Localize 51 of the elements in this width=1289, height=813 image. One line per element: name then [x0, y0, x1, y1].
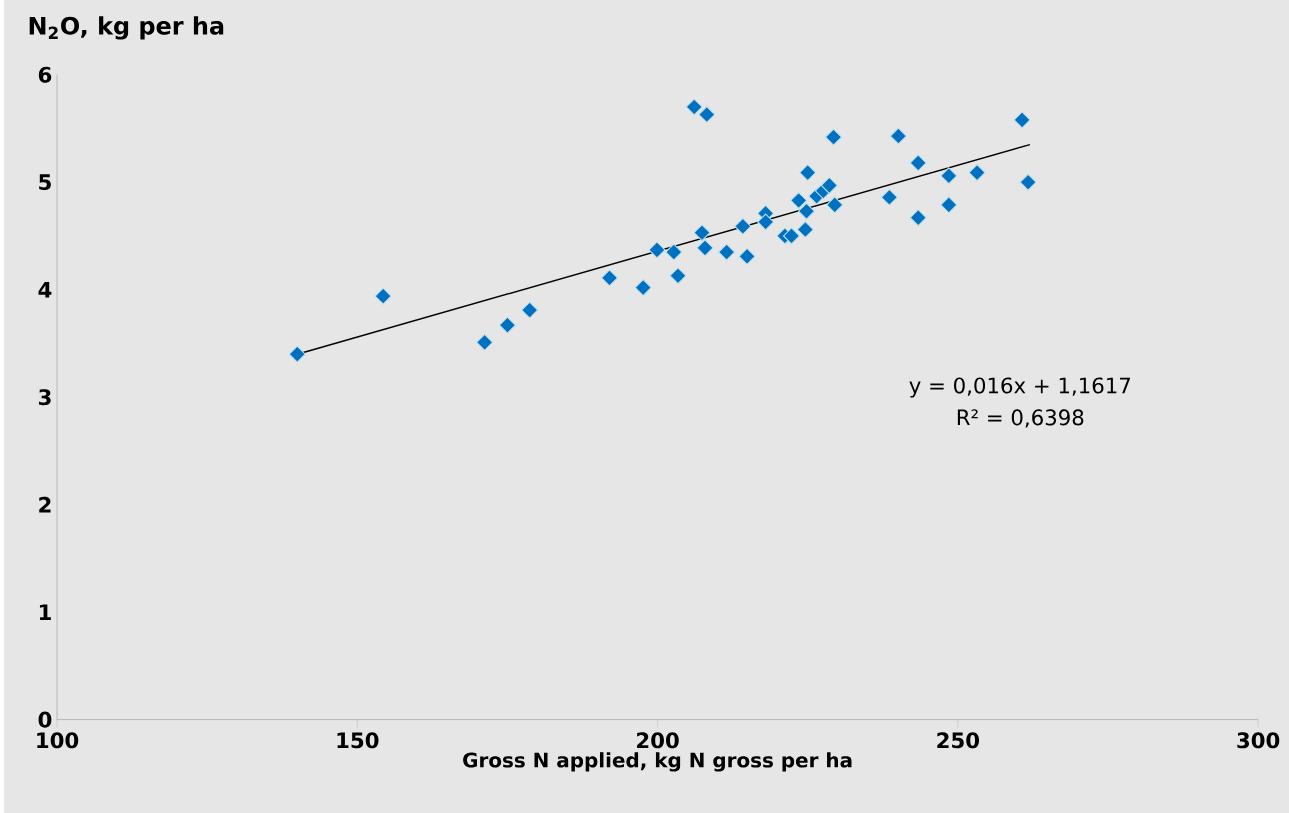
point [940, 167, 958, 185]
point [498, 316, 516, 334]
point [738, 247, 756, 265]
point [820, 176, 838, 194]
y-tick-label: 6 [38, 66, 52, 83]
point [909, 154, 927, 172]
point [476, 333, 494, 351]
x-tick-label: 150 [337, 732, 379, 749]
point [889, 127, 907, 145]
point [799, 163, 817, 181]
point [648, 241, 666, 259]
y-tick-label: 5 [39, 174, 51, 190]
point [825, 128, 843, 146]
annotation: y = 0,016x + 1,1617 [909, 377, 1131, 398]
x-axis-title: Gross N applied, kg N gross per ha [463, 752, 852, 772]
annotation: R² = 0,6398 [957, 409, 1084, 428]
point [665, 243, 683, 261]
point [782, 227, 800, 245]
point [880, 188, 898, 206]
point [1019, 173, 1037, 191]
point [940, 196, 958, 214]
y-tick-label: 2 [39, 496, 51, 513]
y-tick-label: 0 [38, 711, 52, 728]
point [601, 269, 619, 287]
point [734, 217, 752, 235]
y-axis-title: N$_{2}$O, kg per ha [29, 16, 224, 40]
point [1013, 111, 1031, 129]
y-tick-label: 4 [38, 281, 52, 298]
point [790, 191, 808, 209]
x-tick-label: 100 [37, 732, 79, 749]
point [718, 243, 736, 261]
point [826, 196, 844, 214]
y-tick-label: 1 [39, 604, 51, 620]
point [909, 209, 927, 227]
point [521, 301, 539, 319]
point [685, 98, 703, 116]
point [796, 220, 814, 238]
point [757, 213, 775, 231]
x-tick-label: 200 [637, 732, 679, 749]
point [798, 202, 816, 220]
point [669, 267, 687, 285]
point [696, 239, 714, 257]
y-tick-label: 3 [38, 388, 51, 406]
x-tick-label: 300 [1237, 732, 1280, 749]
point [374, 287, 392, 305]
point [634, 278, 652, 296]
point [288, 345, 306, 363]
point [968, 163, 986, 181]
point [693, 224, 711, 242]
point [698, 105, 716, 123]
x-tick-label: 250 [937, 732, 980, 749]
